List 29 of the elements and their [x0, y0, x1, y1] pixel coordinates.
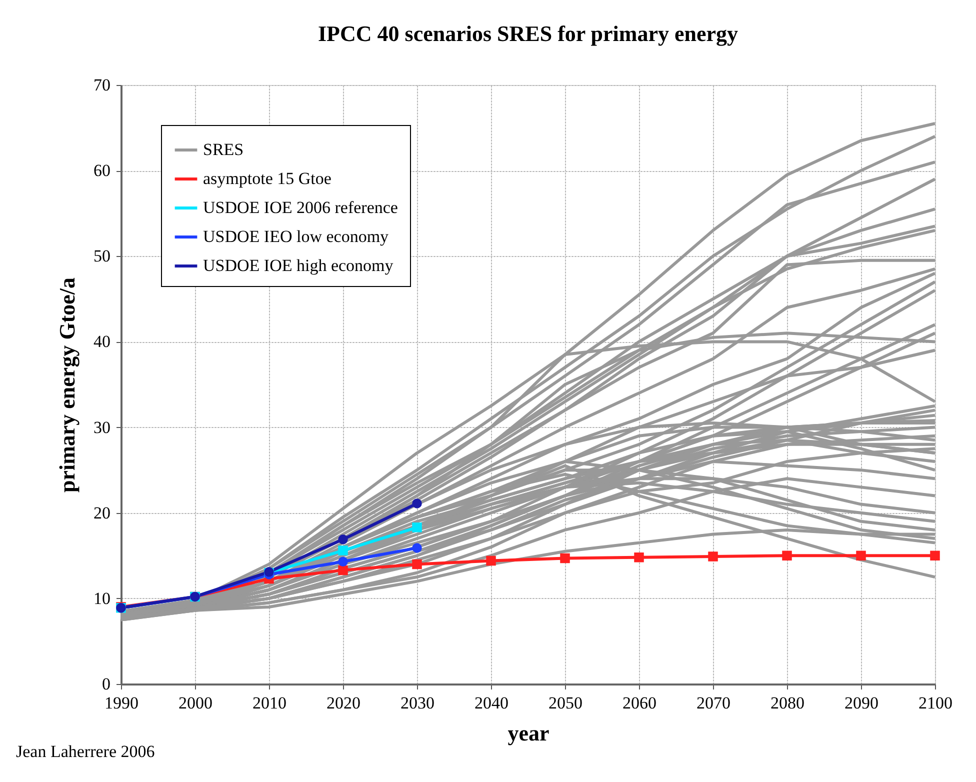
legend-label: asymptote 15 Gtoe	[203, 169, 332, 188]
y-tick-label: 20	[94, 503, 110, 522]
legend-label: USDOE IOE 2006 reference	[203, 198, 398, 217]
x-tick-label: 2030	[400, 694, 434, 712]
x-tick-label: 2080	[770, 694, 804, 712]
x-axis-title: year	[508, 720, 550, 746]
x-tick-label: 2000	[178, 694, 212, 712]
chart-title: IPCC 40 scenarios SRES for primary energy	[318, 21, 738, 46]
x-tick-label: 1990	[104, 694, 138, 712]
x-tick-label: 2090	[844, 694, 878, 712]
y-tick-label: 30	[94, 418, 110, 437]
x-tick-label: 2010	[252, 694, 286, 712]
y-tick-label: 70	[94, 76, 110, 94]
x-tick-label: 2050	[548, 694, 582, 712]
y-tick-label: 60	[94, 161, 110, 180]
x-tick-label: 2020	[326, 694, 360, 712]
x-tick-label: 2040	[474, 694, 508, 712]
y-tick-label: 0	[102, 674, 110, 694]
y-tick-label: 10	[94, 588, 110, 608]
legend-label: SRES	[203, 140, 244, 159]
legend-label: USDOE IOE high economy	[203, 256, 394, 275]
x-tick-label: 2100	[918, 694, 952, 712]
text: Jean Laherrere 2006	[16, 742, 155, 761]
legend-label: USDOE IEO low economy	[203, 227, 390, 246]
y-axis-title: primary energy Gtoe/a	[54, 277, 80, 493]
y-tick-label: 40	[94, 332, 110, 352]
x-tick-label: 2060	[622, 694, 656, 712]
y-tick-label: 50	[94, 246, 110, 266]
x-tick-label: 2070	[696, 694, 730, 712]
